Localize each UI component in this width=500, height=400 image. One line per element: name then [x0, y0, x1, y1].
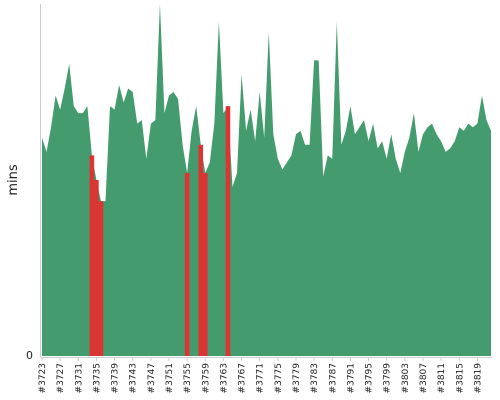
x-tick-label: #3731 [74, 363, 84, 393]
failed-build-area [225, 106, 231, 356]
x-tick-label: #3743 [129, 363, 139, 393]
x-tick-label: #3787 [328, 363, 338, 393]
x-tick-label: #3819 [473, 363, 483, 394]
failed-build-area [198, 144, 204, 356]
failed-build-area [98, 201, 104, 356]
x-tick-label: #3803 [401, 363, 411, 393]
y-axis-label: mins [6, 164, 21, 196]
failed-build-area [94, 180, 99, 356]
x-tick-label: #3795 [365, 363, 375, 393]
failed-build-area [203, 172, 208, 356]
x-tick-label: #3747 [147, 363, 157, 393]
x-tick-label: #3739 [111, 363, 121, 394]
y-tick-label: 0 [26, 349, 33, 362]
x-tick-label: #3775 [274, 363, 284, 393]
x-tick-label: #3723 [38, 363, 48, 393]
x-tick-label: #3771 [256, 363, 266, 393]
x-tick-label: #3783 [310, 363, 320, 393]
failed-build-area [89, 155, 95, 356]
x-tick-label: #3799 [383, 363, 393, 394]
x-tick-label: #3727 [56, 363, 66, 393]
x-axis-ticks: #3723 #3727 #3731 #3735 #3739 #3743 #3747 #3751… [38, 357, 483, 393]
x-tick-label: #3815 [455, 363, 465, 393]
x-tick-label: #3807 [419, 363, 429, 393]
failed-build-area [184, 172, 190, 356]
x-tick-label: #3755 [183, 363, 193, 393]
area-normal [42, 4, 491, 356]
x-tick-label: #3791 [346, 363, 356, 393]
x-tick-label: #3735 [92, 363, 102, 393]
x-tick-label: #3811 [437, 363, 447, 393]
x-tick-label: #3779 [292, 363, 302, 394]
x-tick-label: #3767 [238, 363, 248, 393]
area-series [42, 4, 491, 356]
x-tick-label: #3763 [219, 363, 229, 393]
x-tick-label: #3759 [201, 363, 211, 394]
x-tick-label: #3751 [165, 363, 175, 393]
